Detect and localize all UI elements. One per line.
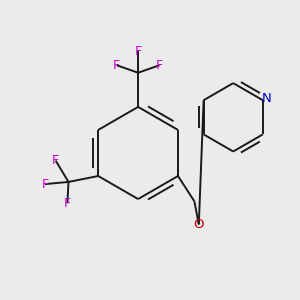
Text: O: O bbox=[194, 218, 204, 231]
Text: F: F bbox=[52, 154, 59, 167]
Text: F: F bbox=[41, 178, 49, 190]
Text: F: F bbox=[156, 59, 163, 72]
Text: F: F bbox=[113, 59, 120, 72]
Text: F: F bbox=[64, 197, 71, 210]
Text: F: F bbox=[134, 45, 142, 58]
Text: N: N bbox=[262, 92, 271, 105]
